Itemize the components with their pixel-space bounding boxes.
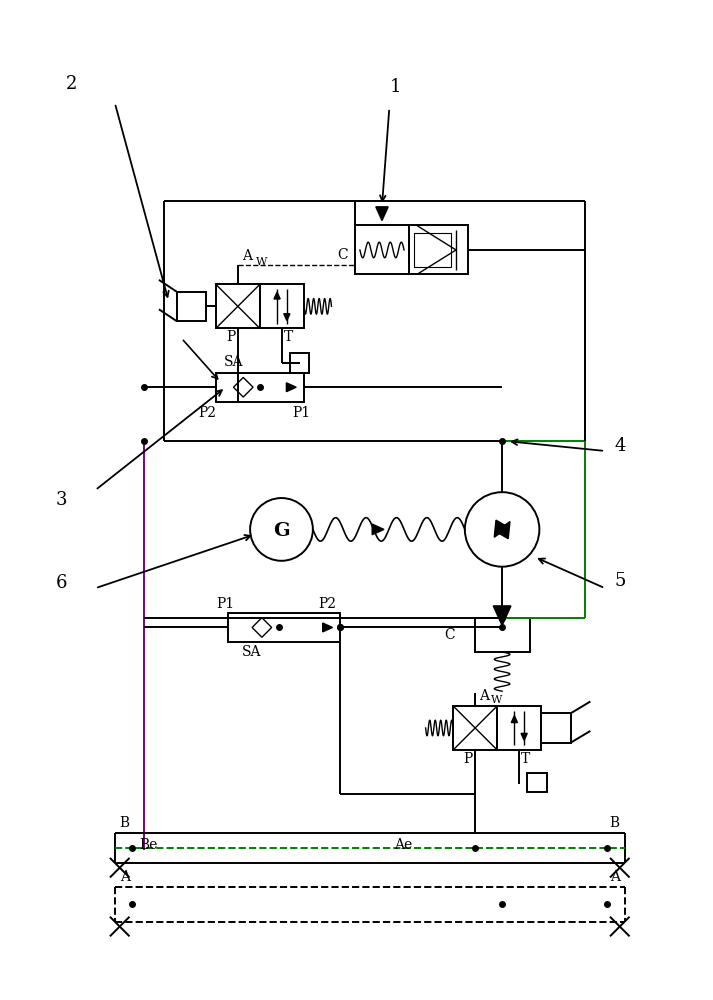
Text: 4: 4: [615, 437, 626, 455]
Bar: [216, 284, 260, 328]
Text: B: B: [610, 816, 620, 830]
Bar: [541, 713, 570, 743]
Text: T: T: [521, 752, 530, 766]
Polygon shape: [521, 733, 527, 740]
Bar: [227, 613, 340, 642]
Text: A: A: [120, 870, 130, 884]
Text: P2: P2: [319, 597, 337, 611]
Text: B: B: [120, 816, 130, 830]
Polygon shape: [376, 207, 388, 221]
Polygon shape: [274, 292, 280, 299]
Polygon shape: [284, 314, 290, 321]
Text: W: W: [255, 257, 267, 267]
Text: C: C: [337, 248, 348, 262]
Text: P: P: [463, 752, 473, 766]
Text: P1: P1: [216, 597, 234, 611]
Text: A: A: [610, 870, 620, 884]
Polygon shape: [511, 716, 518, 723]
Text: 5: 5: [615, 572, 626, 590]
Text: T: T: [284, 330, 293, 344]
Text: 6: 6: [56, 574, 68, 592]
Polygon shape: [494, 520, 508, 537]
Bar: [177, 292, 206, 321]
Polygon shape: [287, 383, 296, 392]
Text: SA: SA: [242, 645, 262, 659]
Text: G: G: [273, 522, 289, 540]
Bar: [260, 284, 304, 328]
Text: 1: 1: [389, 78, 401, 96]
Bar: [414, 233, 451, 267]
Bar: [355, 225, 409, 274]
Text: C: C: [444, 628, 455, 642]
Text: 2: 2: [66, 75, 77, 93]
Bar: [453, 706, 497, 750]
Text: Ae: Ae: [394, 838, 413, 852]
Text: Be: Be: [139, 838, 158, 852]
Text: 3: 3: [56, 491, 68, 509]
Bar: [475, 618, 530, 652]
Bar: [289, 353, 309, 373]
Bar: [409, 225, 468, 274]
Polygon shape: [493, 606, 511, 626]
Text: W: W: [491, 695, 502, 705]
Bar: [216, 373, 304, 402]
Text: A: A: [242, 249, 252, 263]
Polygon shape: [496, 522, 510, 539]
Polygon shape: [323, 623, 332, 632]
Text: P1: P1: [292, 406, 310, 420]
Text: SA: SA: [224, 355, 243, 369]
Bar: [527, 773, 547, 792]
Text: A: A: [479, 689, 489, 703]
Text: P2: P2: [198, 406, 216, 420]
Text: P: P: [226, 330, 235, 344]
Bar: [497, 706, 541, 750]
Polygon shape: [372, 524, 384, 535]
